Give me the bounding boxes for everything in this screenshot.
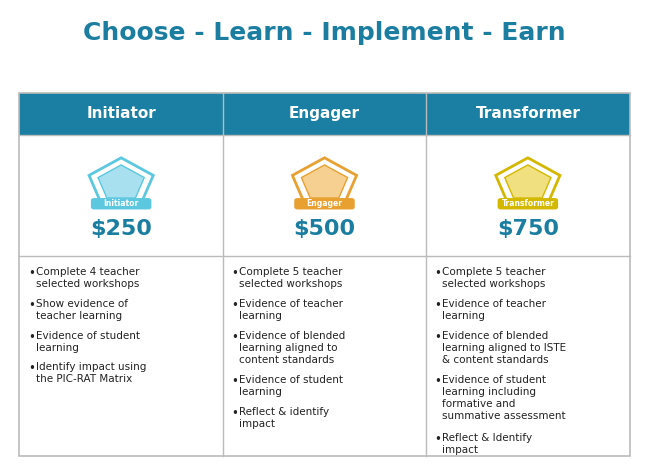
Text: •: • — [435, 331, 441, 344]
Bar — [426, 93, 630, 135]
Polygon shape — [89, 158, 153, 204]
Text: •: • — [435, 375, 441, 388]
Text: •: • — [231, 407, 238, 420]
Text: Evidence of student
learning: Evidence of student learning — [239, 375, 343, 397]
Bar — [223, 93, 426, 135]
Bar — [19, 135, 223, 256]
Polygon shape — [301, 165, 348, 198]
Text: Complete 5 teacher
selected workshops: Complete 5 teacher selected workshops — [443, 267, 546, 289]
Text: Engager: Engager — [289, 106, 360, 121]
Text: •: • — [28, 299, 35, 312]
Bar — [19, 256, 223, 456]
Text: •: • — [28, 362, 35, 375]
Text: Evidence of student
learning: Evidence of student learning — [36, 331, 140, 352]
Text: $250: $250 — [90, 219, 152, 239]
Polygon shape — [98, 165, 144, 198]
Text: Engager: Engager — [306, 199, 343, 208]
Text: Initiator: Initiator — [104, 199, 139, 208]
Text: Transformer: Transformer — [476, 106, 580, 121]
Bar — [426, 135, 630, 256]
Text: Transformer: Transformer — [502, 199, 554, 208]
Polygon shape — [293, 158, 356, 204]
Text: •: • — [231, 299, 238, 312]
Text: •: • — [231, 267, 238, 280]
Bar — [19, 93, 630, 456]
FancyBboxPatch shape — [294, 198, 355, 209]
FancyBboxPatch shape — [91, 198, 151, 209]
Polygon shape — [496, 158, 560, 204]
Text: Reflect & identify
impact: Reflect & identify impact — [239, 407, 329, 429]
Text: Evidence of teacher
learning: Evidence of teacher learning — [239, 299, 343, 321]
Text: Identify impact using
the PIC-RAT Matrix: Identify impact using the PIC-RAT Matrix — [36, 362, 146, 384]
Text: Show evidence of
teacher learning: Show evidence of teacher learning — [36, 299, 128, 321]
Bar — [223, 135, 426, 256]
Text: Evidence of blended
learning aligned to ISTE
& content standards: Evidence of blended learning aligned to … — [443, 331, 567, 365]
Text: Choose - Learn - Implement - Earn: Choose - Learn - Implement - Earn — [83, 20, 566, 45]
Text: •: • — [435, 299, 441, 312]
Polygon shape — [505, 165, 551, 198]
Text: •: • — [28, 331, 35, 344]
Text: Evidence of teacher
learning: Evidence of teacher learning — [443, 299, 546, 321]
Text: •: • — [231, 375, 238, 388]
Text: Evidence of blended
learning aligned to
content standards: Evidence of blended learning aligned to … — [239, 331, 345, 365]
FancyBboxPatch shape — [498, 198, 558, 209]
Bar — [19, 93, 223, 135]
Bar — [426, 256, 630, 456]
Text: $750: $750 — [497, 219, 559, 239]
Text: Complete 4 teacher
selected workshops: Complete 4 teacher selected workshops — [36, 267, 139, 289]
Text: Evidence of student
learning including
formative and
summative assessment: Evidence of student learning including f… — [443, 375, 566, 421]
Text: •: • — [435, 267, 441, 280]
Text: •: • — [28, 267, 35, 280]
Text: Complete 5 teacher
selected workshops: Complete 5 teacher selected workshops — [239, 267, 343, 289]
Bar — [223, 256, 426, 456]
Text: •: • — [435, 433, 441, 446]
Text: Initiator: Initiator — [86, 106, 156, 121]
Text: $500: $500 — [293, 219, 356, 239]
Text: •: • — [231, 331, 238, 344]
Text: Reflect & Identify
impact: Reflect & Identify impact — [443, 433, 533, 455]
